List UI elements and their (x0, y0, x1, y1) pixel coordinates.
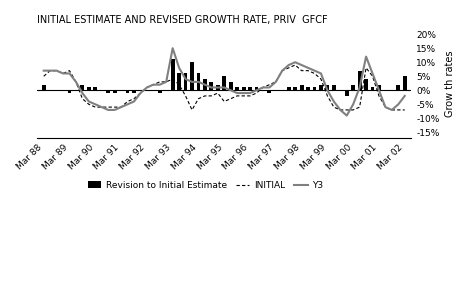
Text: INITIAL ESTIMATE AND REVISED GROWTH RATE, PRIV  GFCF: INITIAL ESTIMATE AND REVISED GROWTH RATE… (37, 15, 328, 25)
Bar (306, 87, 310, 90)
Bar (300, 85, 304, 90)
Bar (184, 73, 188, 90)
Bar (222, 76, 226, 90)
Bar (171, 60, 174, 90)
Bar (203, 79, 207, 90)
Bar (351, 85, 355, 90)
Bar (80, 85, 84, 90)
Bar (325, 85, 329, 90)
Bar (106, 90, 110, 93)
Bar (42, 85, 46, 90)
Bar (255, 87, 258, 90)
Bar (87, 87, 91, 90)
Bar (287, 87, 290, 90)
Bar (229, 82, 233, 90)
Bar (267, 90, 271, 93)
Bar (313, 87, 316, 90)
Bar (332, 85, 336, 90)
Bar (190, 62, 194, 90)
Bar (125, 90, 129, 93)
Bar (94, 87, 97, 90)
Bar (196, 73, 200, 90)
Bar (403, 76, 407, 90)
Bar (177, 73, 181, 90)
Bar (68, 90, 71, 93)
Bar (319, 85, 323, 90)
Bar (248, 87, 252, 90)
Bar (210, 82, 213, 90)
Bar (377, 85, 381, 90)
Legend: Revision to Initial Estimate, INITIAL, Y3: Revision to Initial Estimate, INITIAL, Y… (84, 177, 327, 194)
Bar (293, 87, 297, 90)
Bar (370, 87, 375, 90)
Bar (113, 90, 117, 93)
Y-axis label: Grow th rates: Grow th rates (445, 50, 455, 116)
Bar (132, 90, 136, 93)
Bar (396, 85, 400, 90)
Bar (216, 85, 220, 90)
Bar (345, 90, 349, 96)
Bar (158, 90, 162, 93)
Bar (242, 87, 245, 90)
Bar (364, 79, 368, 90)
Bar (235, 87, 239, 90)
Bar (358, 71, 361, 90)
